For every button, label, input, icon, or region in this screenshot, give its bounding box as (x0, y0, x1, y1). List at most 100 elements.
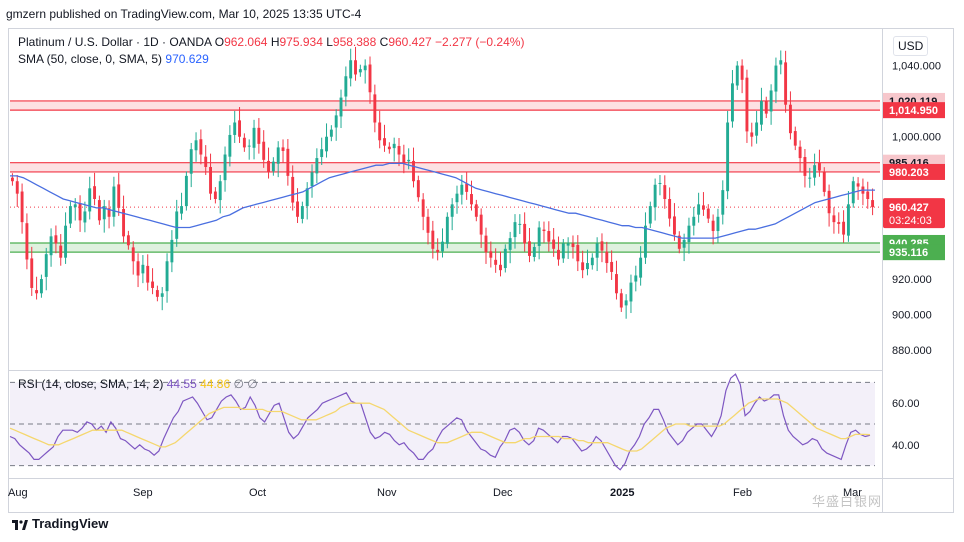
candle-down (136, 261, 140, 276)
time-axis-label: Aug (8, 487, 28, 499)
candle-down (750, 132, 754, 137)
symbol-legend[interactable]: Platinum / U.S. Dollar · 1D · OANDA O962… (18, 35, 524, 49)
candle-up (460, 184, 464, 195)
candle-down (126, 235, 130, 246)
candle-down (523, 223, 527, 244)
candle-down (296, 201, 299, 217)
candle-down (764, 101, 768, 114)
candle-up (441, 241, 444, 252)
candle-down (793, 131, 797, 146)
candle-up (779, 60, 783, 65)
symbol-name[interactable]: Platinum / U.S. Dollar · 1D · OANDA (18, 35, 212, 49)
rsi-legend[interactable]: RSI (14, close, SMA, 14, 2) 44.55 44.86 … (18, 377, 258, 391)
candle-up (513, 222, 517, 238)
candle-down (151, 281, 155, 288)
high-label: H (270, 35, 280, 49)
candle-up (102, 206, 106, 220)
time-axis-label: Nov (377, 487, 397, 499)
tradingview-label: TradingView (32, 516, 109, 531)
candle-down (93, 186, 97, 199)
candle-down (412, 160, 415, 182)
candle-down (866, 191, 870, 199)
candle-up (658, 182, 662, 184)
candle-down (426, 216, 430, 233)
candle-up (566, 243, 570, 246)
candle-up (315, 158, 319, 174)
candle-up (88, 188, 92, 212)
candle-up (64, 225, 68, 258)
candle-down (397, 145, 401, 155)
candle-down (827, 190, 831, 214)
candle-up (194, 140, 198, 151)
candle-down (528, 241, 531, 256)
candle-down (837, 222, 841, 224)
candle-up (233, 122, 237, 135)
candle-down (267, 160, 270, 173)
candle-up (160, 293, 164, 297)
candle-up (639, 257, 643, 278)
candle-up (334, 115, 338, 128)
sma-label[interactable]: SMA (50, close, 0, SMA, 5) (18, 52, 163, 66)
candle-down (494, 259, 498, 265)
candle-down (803, 157, 807, 176)
rsi-tick-label: 40.00 (892, 440, 920, 452)
candle-down (557, 249, 560, 260)
pane-separator[interactable] (8, 370, 882, 371)
rsi-line (9, 373, 871, 471)
rsi-label[interactable]: RSI (14, close, SMA, 14, 2) (18, 377, 164, 391)
candle-up (344, 76, 348, 97)
candle-down (552, 239, 556, 249)
candle-up (813, 165, 817, 178)
candle-up (218, 181, 222, 201)
candle-down (257, 127, 261, 144)
resistance-zone (10, 162, 880, 172)
resistance-price-label: 1,014.950 (889, 105, 938, 117)
publisher-header: gmzern published on TradingView.com, Mar… (6, 7, 362, 21)
candle-down (615, 274, 618, 294)
candle-up (44, 254, 48, 277)
candle-up (68, 206, 72, 224)
resistance-zone (10, 100, 880, 111)
candle-up (305, 188, 309, 207)
candle-up (508, 238, 512, 250)
candle-down (798, 146, 802, 159)
time-axis-label: Feb (733, 487, 752, 499)
candle-down (542, 229, 546, 232)
price-tick-label: 880.000 (892, 345, 932, 357)
candle-down (107, 208, 111, 217)
candle-up (644, 225, 647, 258)
candle-down (373, 94, 377, 123)
last-price-tag-bg (883, 198, 945, 229)
tradingview-logo[interactable]: TradingView (12, 516, 108, 531)
candle-up (83, 211, 87, 223)
candle-down (155, 290, 159, 297)
open-label: O (214, 35, 225, 49)
candle-up (252, 127, 256, 148)
rsi-ma-line (9, 398, 871, 452)
candle-up (276, 147, 280, 164)
candle-up (165, 261, 169, 292)
candle-up (595, 243, 599, 258)
candle-down (402, 154, 406, 164)
time-axis-label: 2025 (610, 487, 634, 499)
candle-up (339, 97, 343, 117)
candle-up (228, 134, 232, 157)
candle-down (663, 185, 667, 199)
currency-button[interactable]: USD (893, 36, 929, 56)
candle-down (35, 290, 39, 294)
candle-down (484, 235, 488, 253)
candle-down (354, 60, 357, 75)
candle-up (503, 248, 507, 269)
support-price-label-bg (883, 244, 945, 261)
change-value: −2.277 (−0.24%) (435, 35, 525, 49)
candle-up (537, 227, 541, 246)
candle-down (421, 199, 425, 217)
sma-legend[interactable]: SMA (50, close, 0, SMA, 5) 970.629 (18, 52, 209, 66)
candle-up (363, 65, 367, 71)
candle-down (117, 184, 121, 208)
candle-down (368, 64, 372, 93)
candle-down (571, 243, 575, 248)
candle-up (726, 122, 730, 192)
candle-up (532, 247, 536, 257)
